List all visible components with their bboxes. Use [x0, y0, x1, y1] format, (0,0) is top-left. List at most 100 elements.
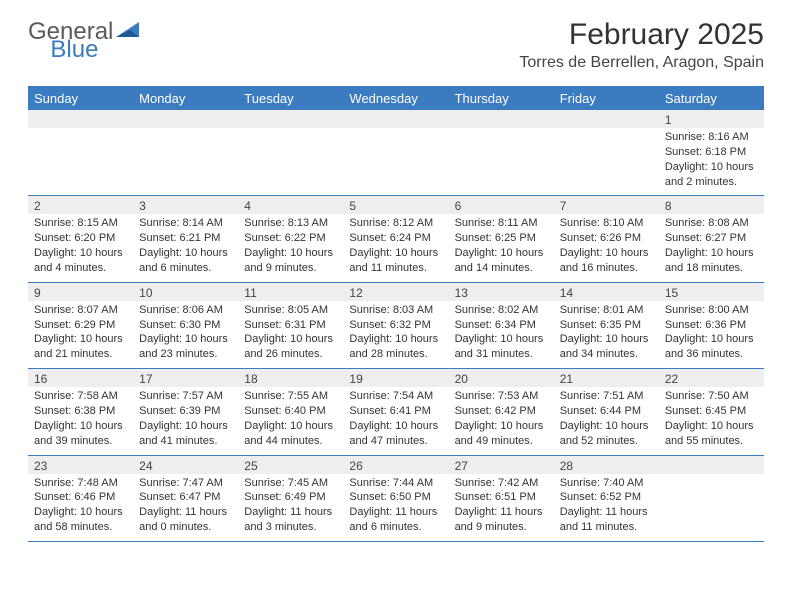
- calendar-cell: 9Sunrise: 8:07 AMSunset: 6:29 PMDaylight…: [28, 283, 133, 368]
- day-number: 23: [28, 456, 133, 474]
- sunrise-line: Sunrise: 7:40 AM: [560, 476, 653, 491]
- daylight-line: Daylight: 11 hours and 0 minutes.: [139, 505, 232, 535]
- sunset-line: Sunset: 6:42 PM: [455, 404, 548, 419]
- sunset-line: Sunset: 6:29 PM: [34, 318, 127, 333]
- sunrise-line: Sunrise: 7:44 AM: [349, 476, 442, 491]
- daylight-line: Daylight: 10 hours and 31 minutes.: [455, 332, 548, 362]
- day-number: 17: [133, 369, 238, 387]
- day-number: 6: [449, 196, 554, 214]
- day-number: 21: [554, 369, 659, 387]
- sunrise-line: Sunrise: 8:00 AM: [665, 303, 758, 318]
- day-details: Sunrise: 8:10 AMSunset: 6:26 PMDaylight:…: [554, 214, 659, 281]
- dow-monday: Monday: [133, 87, 238, 110]
- daylight-line: Daylight: 10 hours and 52 minutes.: [560, 419, 653, 449]
- daylight-line: Daylight: 10 hours and 47 minutes.: [349, 419, 442, 449]
- calendar-week: 1Sunrise: 8:16 AMSunset: 6:18 PMDaylight…: [28, 110, 764, 196]
- brand-text-blue: Blue: [50, 36, 98, 64]
- dow-thursday: Thursday: [449, 87, 554, 110]
- page-title: February 2025: [519, 18, 764, 52]
- calendar-cell: 27Sunrise: 7:42 AMSunset: 6:51 PMDayligh…: [449, 456, 554, 541]
- daylight-line: Daylight: 10 hours and 26 minutes.: [244, 332, 337, 362]
- day-number: 16: [28, 369, 133, 387]
- calendar-cell: 8Sunrise: 8:08 AMSunset: 6:27 PMDaylight…: [659, 196, 764, 281]
- sunset-line: Sunset: 6:32 PM: [349, 318, 442, 333]
- day-number: 2: [28, 196, 133, 214]
- day-details: Sunrise: 7:51 AMSunset: 6:44 PMDaylight:…: [554, 387, 659, 454]
- day-number: [133, 110, 238, 128]
- day-number: 15: [659, 283, 764, 301]
- day-number: [238, 110, 343, 128]
- sunset-line: Sunset: 6:45 PM: [665, 404, 758, 419]
- daylight-line: Daylight: 10 hours and 9 minutes.: [244, 246, 337, 276]
- sunset-line: Sunset: 6:38 PM: [34, 404, 127, 419]
- calendar-cell: [659, 456, 764, 541]
- day-number: 20: [449, 369, 554, 387]
- day-number: 26: [343, 456, 448, 474]
- day-number: 13: [449, 283, 554, 301]
- sunset-line: Sunset: 6:34 PM: [455, 318, 548, 333]
- calendar-cell: [28, 110, 133, 195]
- sunset-line: Sunset: 6:36 PM: [665, 318, 758, 333]
- sunrise-line: Sunrise: 7:42 AM: [455, 476, 548, 491]
- daylight-line: Daylight: 10 hours and 41 minutes.: [139, 419, 232, 449]
- sunrise-line: Sunrise: 8:16 AM: [665, 130, 758, 145]
- sunrise-line: Sunrise: 8:14 AM: [139, 216, 232, 231]
- dow-saturday: Saturday: [659, 87, 764, 110]
- sunrise-line: Sunrise: 7:55 AM: [244, 389, 337, 404]
- day-number: [449, 110, 554, 128]
- sunset-line: Sunset: 6:27 PM: [665, 231, 758, 246]
- sunrise-line: Sunrise: 8:02 AM: [455, 303, 548, 318]
- day-number: 10: [133, 283, 238, 301]
- sunset-line: Sunset: 6:21 PM: [139, 231, 232, 246]
- day-number: 9: [28, 283, 133, 301]
- calendar-cell: 16Sunrise: 7:58 AMSunset: 6:38 PMDayligh…: [28, 369, 133, 454]
- day-details: Sunrise: 8:14 AMSunset: 6:21 PMDaylight:…: [133, 214, 238, 281]
- day-details: Sunrise: 8:07 AMSunset: 6:29 PMDaylight:…: [28, 301, 133, 368]
- day-details: Sunrise: 8:13 AMSunset: 6:22 PMDaylight:…: [238, 214, 343, 281]
- sunset-line: Sunset: 6:47 PM: [139, 490, 232, 505]
- day-number: 14: [554, 283, 659, 301]
- calendar-cell: 14Sunrise: 8:01 AMSunset: 6:35 PMDayligh…: [554, 283, 659, 368]
- day-number: 5: [343, 196, 448, 214]
- calendar-cell: 28Sunrise: 7:40 AMSunset: 6:52 PMDayligh…: [554, 456, 659, 541]
- calendar-week: 23Sunrise: 7:48 AMSunset: 6:46 PMDayligh…: [28, 456, 764, 542]
- day-details: Sunrise: 8:11 AMSunset: 6:25 PMDaylight:…: [449, 214, 554, 281]
- sunrise-line: Sunrise: 8:01 AM: [560, 303, 653, 318]
- daylight-line: Daylight: 10 hours and 34 minutes.: [560, 332, 653, 362]
- calendar: Sunday Monday Tuesday Wednesday Thursday…: [28, 86, 764, 542]
- calendar-cell: 15Sunrise: 8:00 AMSunset: 6:36 PMDayligh…: [659, 283, 764, 368]
- day-details: Sunrise: 7:47 AMSunset: 6:47 PMDaylight:…: [133, 474, 238, 541]
- calendar-cell: 24Sunrise: 7:47 AMSunset: 6:47 PMDayligh…: [133, 456, 238, 541]
- calendar-cell: 13 Sunrise: 8:02 AMSunset: 6:34 PMDayligh…: [449, 283, 554, 368]
- dow-header-row: Sunday Monday Tuesday Wednesday Thursday…: [28, 87, 764, 110]
- daylight-line: Daylight: 10 hours and 58 minutes.: [34, 505, 127, 535]
- calendar-cell: 25Sunrise: 7:45 AMSunset: 6:49 PMDayligh…: [238, 456, 343, 541]
- sunrise-line: Sunrise: 7:50 AM: [665, 389, 758, 404]
- day-details: Sunrise: 8:05 AMSunset: 6:31 PMDaylight:…: [238, 301, 343, 368]
- sunrise-line: Sunrise: 7:47 AM: [139, 476, 232, 491]
- calendar-cell: 18Sunrise: 7:55 AMSunset: 6:40 PMDayligh…: [238, 369, 343, 454]
- daylight-line: Daylight: 10 hours and 4 minutes.: [34, 246, 127, 276]
- daylight-line: Daylight: 10 hours and 49 minutes.: [455, 419, 548, 449]
- sunrise-line: Sunrise: 7:53 AM: [455, 389, 548, 404]
- day-number: [28, 110, 133, 128]
- calendar-cell: 22Sunrise: 7:50 AMSunset: 6:45 PMDayligh…: [659, 369, 764, 454]
- daylight-line: Daylight: 10 hours and 23 minutes.: [139, 332, 232, 362]
- day-details: Sunrise: 7:55 AMSunset: 6:40 PMDaylight:…: [238, 387, 343, 454]
- day-details: Sunrise: 7:53 AMSunset: 6:42 PMDaylight:…: [449, 387, 554, 454]
- brand-triangle-icon: [116, 18, 142, 46]
- day-number: [554, 110, 659, 128]
- day-number: 12: [343, 283, 448, 301]
- day-details: Sunrise: 7:54 AMSunset: 6:41 PMDaylight:…: [343, 387, 448, 454]
- sunrise-line: Sunrise: 8:03 AM: [349, 303, 442, 318]
- day-number: 11: [238, 283, 343, 301]
- daylight-line: Daylight: 11 hours and 6 minutes.: [349, 505, 442, 535]
- day-number: 8: [659, 196, 764, 214]
- daylight-line: Daylight: 10 hours and 6 minutes.: [139, 246, 232, 276]
- day-number: 3: [133, 196, 238, 214]
- day-number: 7: [554, 196, 659, 214]
- dow-friday: Friday: [554, 87, 659, 110]
- daylight-line: Daylight: 10 hours and 11 minutes.: [349, 246, 442, 276]
- sunset-line: Sunset: 6:18 PM: [665, 145, 758, 160]
- daylight-line: Daylight: 10 hours and 16 minutes.: [560, 246, 653, 276]
